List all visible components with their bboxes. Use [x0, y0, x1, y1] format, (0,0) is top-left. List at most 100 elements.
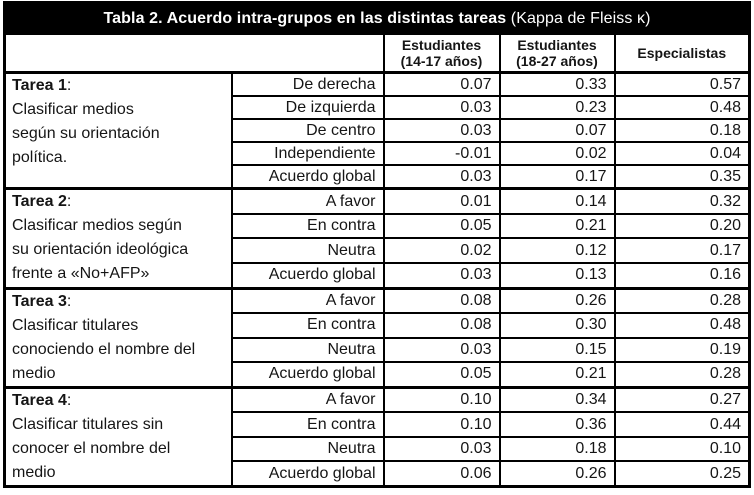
task-name: Tarea 2: [12, 193, 67, 211]
task-1-title: Tarea 1:: [12, 76, 227, 98]
table-title-row: Tabla 2. Acuerdo intra-grupos en las dis…: [3, 1, 751, 36]
value-cell: 0.44: [613, 411, 751, 438]
column-header-line2: (14-17 años): [400, 53, 483, 70]
category-cell: Neutra: [230, 435, 385, 463]
table-row: De centro 0.03 0.07 0.18: [5, 118, 751, 144]
task-description: Clasificar titulares conociendo el nombr…: [12, 316, 196, 382]
category-cell: De derecha: [230, 71, 385, 98]
value-cell: 0.03: [382, 118, 501, 144]
value-cell: 0.48: [613, 95, 751, 121]
task-4-title: Tarea 4:: [12, 390, 227, 412]
category-cell: A favor: [230, 187, 385, 215]
value-cell: 0.14: [498, 187, 616, 215]
value-cell: 0.32: [613, 187, 751, 215]
value-cell: 0.02: [498, 141, 616, 167]
task-4-cell: Tarea 4: Clasificar titulares sin conoce…: [3, 385, 233, 488]
value-cell: 0.28: [613, 286, 751, 315]
value-cell: 0.06: [382, 460, 501, 488]
column-header-line2: (18-27 años): [516, 53, 598, 70]
value-cell: 0.01: [382, 187, 501, 215]
value-cell: 0.21: [498, 361, 616, 389]
value-cell: 0.10: [382, 411, 501, 438]
value-cell: 0.20: [613, 212, 751, 240]
task-name: Tarea 1: [12, 77, 67, 95]
task-2-title: Tarea 2:: [12, 192, 227, 214]
task-2-cell: Tarea 2: Clasificar medios según su orie…: [3, 187, 233, 290]
value-cell: 0.13: [498, 261, 616, 290]
value-cell: 0.35: [613, 164, 751, 190]
task-name: Tarea 3: [12, 292, 67, 310]
task-3-cell: Tarea 3: Clasificar titulares conociendo…: [3, 286, 233, 389]
value-cell: 0.03: [382, 435, 501, 463]
category-cell: Neutra: [230, 237, 385, 264]
table-row: Tarea 2: Clasificar medios según su orie…: [3, 187, 751, 290]
column-header-especialistas: Especialistas: [613, 33, 751, 74]
table-row: Acuerdo global 0.06 0.26 0.25: [5, 460, 751, 488]
value-cell: 0.48: [613, 312, 751, 339]
table-row: Neutra 0.03 0.18 0.10: [5, 435, 751, 463]
task-1-cell: Tarea 1: Clasificar medios según su orie…: [3, 71, 233, 190]
task-name: Tarea 4: [12, 391, 67, 409]
value-cell: 0.08: [382, 286, 501, 315]
task-colon: :: [66, 292, 72, 310]
kappa-table: Tabla 2. Acuerdo intra-grupos en las dis…: [3, 1, 752, 488]
task-3-title: Tarea 3:: [12, 291, 227, 313]
table-row: En contra 0.10 0.36 0.44: [5, 411, 751, 438]
value-cell: 0.36: [498, 411, 616, 438]
value-cell: 0.26: [498, 460, 616, 488]
category-cell: A favor: [230, 385, 385, 414]
value-cell: 0.18: [613, 118, 751, 144]
value-cell: 0.03: [382, 164, 501, 190]
table-row: En contra 0.05 0.21 0.20: [5, 212, 751, 240]
task-description: Clasificar titulares sin conocer el nomb…: [12, 415, 171, 481]
value-cell: 0.57: [613, 71, 751, 98]
category-cell: Acuerdo global: [230, 261, 385, 290]
value-cell: 0.05: [382, 212, 501, 240]
task-colon: :: [66, 77, 72, 95]
value-cell: 0.04: [613, 141, 751, 167]
category-cell: Neutra: [230, 336, 385, 364]
value-cell: 0.03: [382, 95, 501, 121]
category-cell: A favor: [230, 286, 385, 315]
task-description: Clasificar medios según su orientación i…: [12, 217, 189, 283]
category-cell: Acuerdo global: [230, 361, 385, 389]
category-cell: De izquierda: [230, 95, 385, 121]
value-cell: 0.07: [382, 71, 501, 98]
category-cell: En contra: [230, 411, 385, 438]
value-cell: 0.02: [382, 237, 501, 264]
table-title: Tabla 2. Acuerdo intra-grupos en las dis…: [3, 1, 751, 36]
table-row: Tarea 1: Clasificar medios según su orie…: [3, 71, 751, 190]
value-cell: 0.28: [613, 361, 751, 389]
value-cell: 0.07: [498, 118, 616, 144]
value-cell: 0.33: [498, 71, 616, 98]
value-cell: 0.18: [498, 435, 616, 463]
value-cell: 0.17: [613, 237, 751, 264]
value-cell: 0.21: [498, 212, 616, 240]
value-cell: 0.03: [382, 261, 501, 290]
table-row: Tarea 3: Clasificar titulares conociendo…: [3, 286, 751, 389]
value-cell: 0.19: [613, 336, 751, 364]
category-cell: Acuerdo global: [230, 460, 385, 488]
task-colon: :: [66, 193, 72, 211]
table-row: Tarea 4: Clasificar titulares sin conoce…: [3, 385, 751, 488]
empty-header-cell: [3, 33, 385, 74]
task-colon: :: [66, 391, 72, 409]
category-cell: Acuerdo global: [230, 164, 385, 190]
value-cell: 0.10: [613, 435, 751, 463]
category-cell: En contra: [230, 212, 385, 240]
value-cell: 0.34: [498, 385, 616, 414]
value-cell: 0.16: [613, 261, 751, 290]
column-header-estudiantes-14-17: Estudiantes (14-17 años): [382, 33, 501, 74]
value-cell: -0.01: [382, 141, 501, 167]
value-cell: 0.15: [498, 336, 616, 364]
table-row: De izquierda 0.03 0.23 0.48: [5, 95, 751, 121]
value-cell: 0.03: [382, 336, 501, 364]
value-cell: 0.23: [498, 95, 616, 121]
table-title-bold: Tabla 2. Acuerdo intra-grupos en las dis…: [103, 9, 507, 27]
value-cell: 0.26: [498, 286, 616, 315]
value-cell: 0.27: [613, 385, 751, 414]
table-row: Acuerdo global 0.03 0.13 0.16: [5, 261, 751, 290]
table-row: Acuerdo global 0.03 0.17 0.35: [5, 164, 751, 190]
value-cell: 0.25: [613, 460, 751, 488]
